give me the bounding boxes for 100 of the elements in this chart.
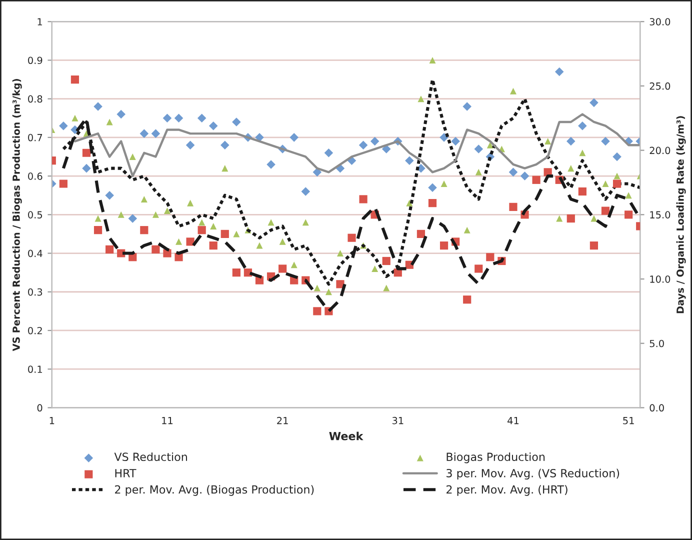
point: [314, 284, 320, 292]
point: [475, 168, 482, 176]
y-tick-label: 0.7: [28, 134, 42, 142]
y-axis-title: VS Percent Reduction / Biogas Production (m³/kg): [12, 79, 22, 352]
point: [590, 241, 598, 250]
x-axis-title: Week: [329, 432, 364, 440]
point: [222, 165, 228, 172]
legend-label: Biogas Production: [446, 452, 545, 464]
y2-tick-label: 15.0: [650, 211, 670, 218]
point: [486, 253, 494, 262]
point: [266, 160, 276, 169]
point: [151, 129, 160, 138]
y-tick-label: 0: [37, 404, 42, 412]
legend-label: HRT: [115, 469, 136, 478]
point: [232, 118, 241, 126]
point: [451, 136, 460, 146]
y-tick-label: 0.4: [28, 250, 42, 258]
legend-label: VS Reduction: [114, 452, 187, 462]
point: [186, 140, 195, 150]
point: [601, 206, 610, 215]
point: [290, 262, 298, 268]
point: [372, 265, 378, 272]
point: [232, 268, 240, 277]
point: [510, 88, 516, 94]
point: [324, 148, 334, 158]
point: [278, 264, 287, 273]
point: [279, 238, 286, 245]
y2-tick-label: 0.0: [650, 404, 664, 412]
point: [176, 238, 182, 245]
point: [152, 245, 160, 254]
point: [428, 183, 437, 192]
y-tick-label: 0.6: [28, 172, 42, 180]
point: [106, 245, 114, 254]
point: [566, 214, 575, 223]
point: [359, 195, 368, 204]
point: [302, 219, 309, 226]
point: [140, 196, 148, 202]
point: [405, 156, 414, 165]
point: [82, 148, 91, 157]
point: [625, 192, 632, 199]
point: [256, 242, 263, 249]
point: [554, 67, 564, 76]
point: [440, 241, 448, 250]
y2-tick-label: 20.0: [650, 146, 670, 154]
point: [556, 215, 563, 222]
x-tick-label: 51: [623, 417, 634, 424]
point: [612, 180, 622, 188]
point: [566, 136, 576, 146]
point: [382, 256, 390, 266]
point: [568, 165, 574, 172]
legend-label: 2 per. Mov. Avg. (Biogas Production): [115, 485, 314, 496]
y2-tick-label: 5.0: [650, 340, 664, 348]
point: [70, 75, 80, 84]
line-series: [74, 113, 640, 178]
point: [94, 215, 102, 222]
point: [59, 180, 68, 188]
point: [418, 96, 424, 102]
point: [348, 234, 356, 242]
point: [187, 200, 194, 206]
point: [220, 230, 229, 238]
point: [105, 190, 114, 200]
point: [268, 219, 274, 226]
point: [624, 210, 633, 219]
point: [508, 168, 518, 177]
y2-axis-title: Days / Organic Loading Rate (kg/m³): [676, 116, 686, 314]
point: [474, 264, 483, 273]
point: [116, 110, 126, 119]
point: [162, 114, 172, 123]
legend-label: 3 per. Mov. Avg. (VS Reduction): [446, 468, 620, 480]
point: [152, 211, 159, 218]
legend-label: 2 per. Mov. Avg. (HRT): [446, 485, 568, 496]
point: [462, 102, 472, 111]
y2-tick-label: 10.0: [650, 275, 670, 283]
point: [301, 187, 310, 196]
point: [486, 142, 494, 148]
point: [94, 102, 102, 111]
point: [336, 250, 344, 257]
y-tick-label: 0.5: [28, 211, 42, 218]
point: [118, 211, 124, 218]
point: [59, 121, 68, 130]
y-tick-label: 0.2: [28, 326, 42, 334]
point: [590, 215, 598, 222]
point: [290, 133, 298, 142]
point: [198, 219, 206, 226]
point: [520, 172, 530, 180]
point: [406, 200, 413, 206]
point: [72, 114, 78, 122]
point: [578, 187, 586, 196]
point: [383, 284, 390, 292]
point: [601, 136, 610, 146]
y-tick-label: 0.3: [28, 288, 42, 296]
y-tick-label: 0.9: [28, 56, 42, 64]
point: [174, 114, 184, 123]
point: [312, 168, 322, 177]
point: [429, 56, 436, 64]
point: [612, 152, 622, 162]
y2-tick-label: 25.0: [650, 82, 670, 90]
point: [164, 208, 170, 214]
point: [509, 202, 518, 211]
point: [463, 296, 472, 304]
